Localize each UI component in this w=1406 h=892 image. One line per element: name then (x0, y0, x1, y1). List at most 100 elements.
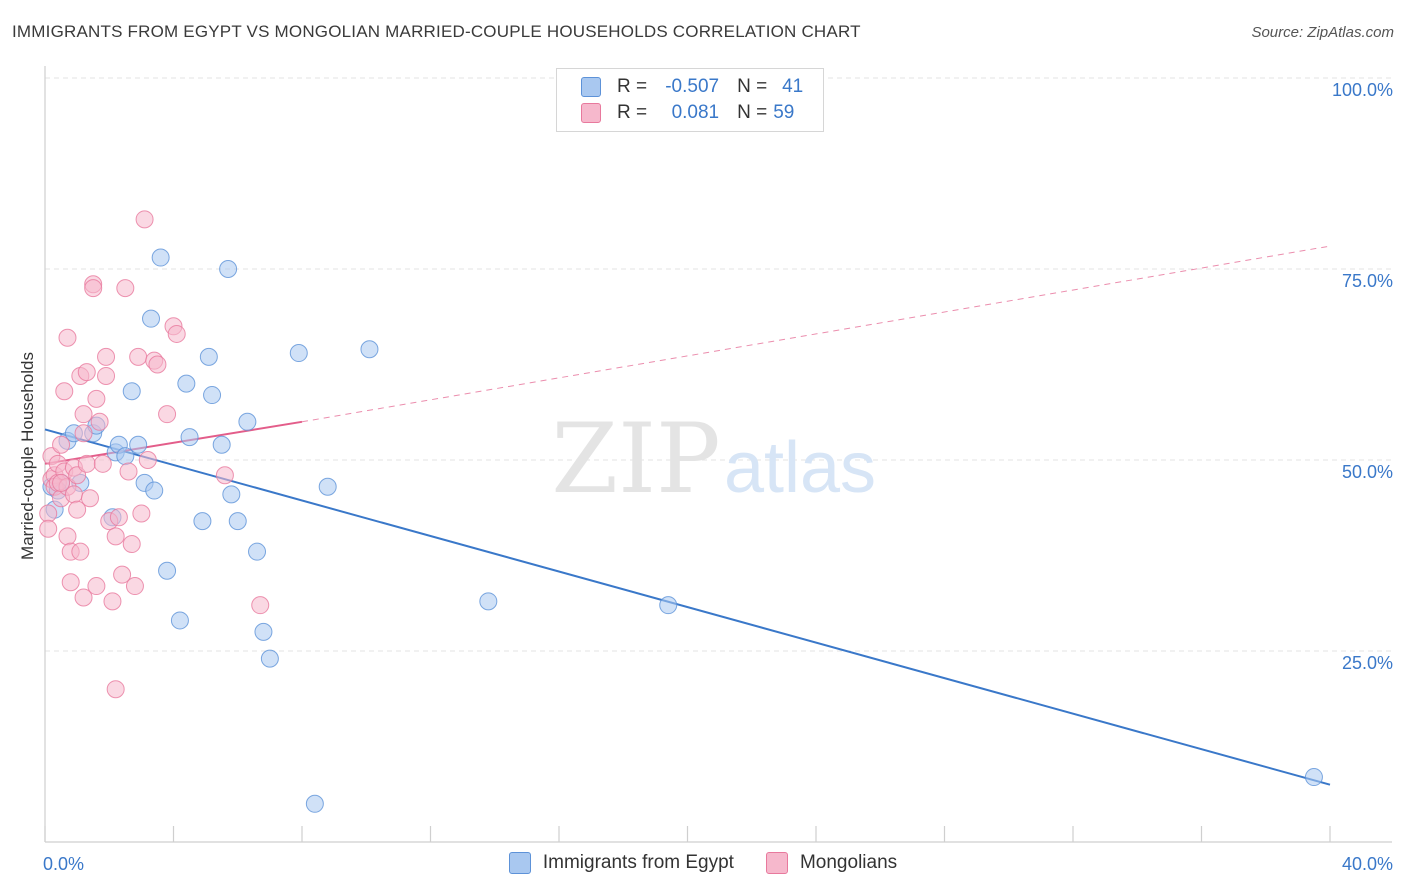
mongolian-point (116, 279, 135, 298)
mongolian-point (129, 347, 148, 366)
egypt-point (228, 512, 247, 531)
n-label: N = (737, 102, 768, 123)
pink-swatch-icon (765, 852, 788, 874)
mongolian-point (122, 535, 141, 554)
egypt-point (193, 512, 212, 531)
mongolian-point (58, 328, 77, 347)
egypt-point (238, 412, 257, 431)
mongolian-point (52, 473, 71, 492)
mongolian-point (148, 355, 167, 374)
egypt-point (222, 485, 241, 504)
egypt-point (180, 428, 199, 447)
source-label: Source: ZipAtlas.com (1251, 24, 1394, 41)
mongolian-point (84, 279, 103, 298)
egypt-point (219, 260, 238, 278)
mongolian-point (55, 382, 74, 401)
egypt-point (212, 435, 231, 454)
r-label: R = (617, 102, 648, 123)
y-tick-label: 100.0% (1332, 80, 1393, 100)
egypt-point (289, 344, 308, 363)
mongolian-point (125, 577, 144, 596)
mongolian-point (39, 519, 58, 538)
egypt-point (260, 649, 279, 668)
n-value: 41 (782, 76, 804, 97)
egypt-trend-line (44, 428, 1331, 786)
watermark-atlas: atlas (724, 428, 876, 508)
egypt-point (203, 386, 222, 405)
series-legend: Immigrants from Egypt Mongolians (0, 852, 1406, 874)
egypt-point (158, 561, 177, 580)
mongolian-point (90, 412, 109, 431)
stats-legend: R = -0.507 N = 41 R = 0.081 N = 59 (556, 68, 824, 132)
egypt-point (142, 309, 161, 328)
mongolian-point (74, 405, 93, 424)
r-value: -0.507 (665, 76, 720, 97)
y-tick-label: 75.0% (1342, 271, 1393, 291)
mongolian-point (68, 500, 87, 519)
egypt-point (151, 248, 170, 267)
mongolian-point (61, 573, 80, 592)
x-tick-label: 40.0% (1342, 854, 1393, 874)
mongolian-point (87, 389, 106, 408)
y-axis-label: Married-couple Households (18, 352, 37, 560)
y-tick-label: 25.0% (1342, 653, 1393, 673)
egypt-point (305, 794, 324, 813)
legend-item-mongolians[interactable]: Mongolians (765, 852, 897, 874)
x-tick-label: 0.0% (43, 854, 84, 874)
egypt-point (199, 347, 218, 366)
watermark-zip: ZIP (551, 403, 720, 515)
mongolian-point (106, 680, 125, 699)
mongolian-point (58, 527, 77, 546)
stats-legend-row-egypt: R = -0.507 N = 41 (581, 75, 803, 99)
pink-swatch-icon (581, 103, 601, 123)
r-label: R = (617, 76, 648, 97)
egypt-point (248, 542, 267, 561)
mongolian-point (113, 565, 132, 584)
egypt-point (659, 596, 678, 615)
mongolian-point (97, 347, 116, 366)
egypt-point (170, 611, 189, 630)
mongolian-point (68, 466, 87, 485)
egypt-point (129, 435, 148, 454)
pink-trend-extension (301, 245, 1331, 423)
mongolian-point (215, 466, 234, 485)
mongolian-point (77, 363, 96, 382)
mongolian-point (93, 454, 112, 473)
watermark: ZIP atlas (551, 403, 876, 515)
mongolian-point (138, 451, 157, 469)
mongolian-point (80, 489, 99, 508)
mongolian-point (87, 577, 106, 596)
mongolian-point (167, 324, 186, 343)
mongolian-point (74, 424, 93, 443)
egypt-point (177, 374, 196, 393)
egypt-point (1304, 768, 1323, 787)
mongolian-point (106, 527, 125, 546)
egypt-point (122, 382, 141, 401)
mongolian-point (39, 504, 58, 523)
chart-title: IMMIGRANTS FROM EGYPT VS MONGOLIAN MARRI… (12, 22, 861, 41)
mongolian-point (52, 435, 71, 454)
egypt-point (254, 622, 273, 641)
mongolian-point (71, 542, 90, 561)
blue-swatch-icon (508, 852, 531, 874)
blue-swatch-icon (581, 77, 601, 97)
mongolian-point (132, 504, 151, 523)
n-value: 59 (773, 102, 795, 123)
egypt-point (318, 477, 337, 496)
data-points (39, 210, 1323, 813)
egypt-point (479, 592, 498, 611)
mongolian-point (74, 588, 93, 607)
mongolian-point (251, 596, 270, 615)
n-label: N = (737, 76, 768, 97)
stats-legend-row-mongolians: R = 0.081 N = 59 (581, 101, 803, 125)
mongolian-point (103, 592, 122, 611)
egypt-point (145, 481, 164, 500)
legend-item-egypt[interactable]: Immigrants from Egypt (508, 852, 734, 874)
mongolian-point (77, 454, 96, 473)
mongolian-point (97, 366, 116, 385)
mongolian-point (109, 508, 128, 527)
legend-label-egypt: Immigrants from Egypt (542, 852, 734, 873)
mongolian-point (119, 462, 138, 481)
mongolian-point (158, 405, 177, 424)
